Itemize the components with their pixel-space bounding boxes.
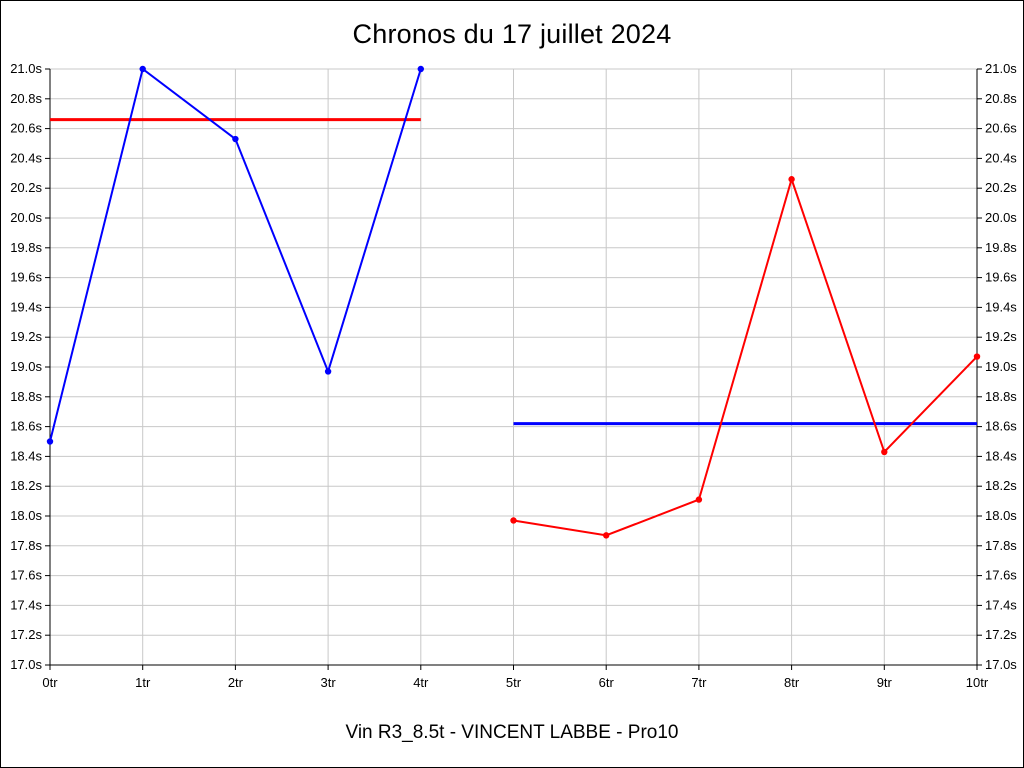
data-point-chronos-rouge <box>881 448 888 456</box>
y-axis-label-right: 17.0s <box>985 657 1017 672</box>
y-axis-label-left: 18.0s <box>10 508 42 523</box>
x-axis-label: 9tr <box>877 675 893 690</box>
x-axis-label: 8tr <box>784 675 800 690</box>
y-axis-label-right: 19.0s <box>985 359 1017 374</box>
x-axis-label: 5tr <box>506 675 522 690</box>
y-axis-label-left: 19.2s <box>10 329 42 344</box>
x-axis-label: 6tr <box>599 675 615 690</box>
data-point-chronos-rouge <box>603 532 610 539</box>
y-axis-label-right: 20.8s <box>985 91 1017 106</box>
y-axis-label-right: 18.8s <box>985 389 1017 404</box>
chart-footer: Vin R3_8.5t - VINCENT LABBE - Pro10 <box>345 722 679 743</box>
y-axis-label-left: 19.0s <box>10 359 42 374</box>
axes <box>45 68 982 670</box>
y-axis-label-right: 18.2s <box>985 478 1017 493</box>
data-point-chronos-bleu <box>324 368 332 375</box>
y-axis-label-left: 19.8s <box>10 240 42 255</box>
data-point-chronos-bleu <box>46 438 54 445</box>
data-point-chronos-rouge <box>973 353 981 360</box>
y-axis-label-right: 17.2s <box>985 627 1017 642</box>
data-point-chronos-rouge <box>695 496 703 503</box>
y-axis-label-left: 20.2s <box>10 180 42 195</box>
y-axis-label-right: 20.4s <box>985 150 1017 165</box>
axis-labels: 21.0s 21.0s 20.8s 20.8s 20.6s 20.6s 20.4s 20.4s… <box>10 61 1017 690</box>
series-line-chronos-rouge <box>513 175 978 537</box>
y-axis-label-right: 19.4s <box>985 299 1017 314</box>
y-axis-label-right: 20.0s <box>985 210 1017 225</box>
x-axis-label: 1tr <box>135 675 151 690</box>
y-axis-label-right: 21.0s <box>985 61 1017 76</box>
chart-title: Chronos du 17 juillet 2024 <box>352 19 672 49</box>
y-axis-label-left: 18.4s <box>10 448 42 463</box>
y-axis-label-left: 17.6s <box>10 568 42 583</box>
y-axis-label-left: 17.8s <box>10 538 42 553</box>
gridlines <box>49 68 978 666</box>
y-axis-label-left: 20.8s <box>10 91 42 106</box>
series <box>46 65 981 539</box>
y-axis-label-right: 19.6s <box>985 270 1017 285</box>
y-axis-label-right: 20.6s <box>985 121 1017 136</box>
y-axis-label-left: 20.4s <box>10 150 42 165</box>
data-point-chronos-bleu <box>139 65 146 73</box>
y-axis-label-left: 19.6s <box>10 270 42 285</box>
data-point-chronos-bleu <box>417 65 424 73</box>
data-point-chronos-rouge <box>788 176 795 183</box>
y-axis-label-left: 20.6s <box>10 121 42 136</box>
y-axis-label-left: 17.0s <box>10 657 42 672</box>
x-axis-label: 3tr <box>321 675 337 690</box>
y-axis-label-right: 19.2s <box>985 329 1017 344</box>
y-axis-label-right: 19.8s <box>985 240 1017 255</box>
y-axis-label-left: 18.2s <box>10 478 42 493</box>
y-axis-label-right: 18.6s <box>985 419 1017 434</box>
reference-lines <box>50 118 977 426</box>
y-axis-label-left: 18.8s <box>10 389 42 404</box>
y-axis-label-left: 18.6s <box>10 419 42 434</box>
y-axis-label-left: 19.4s <box>10 299 42 314</box>
data-point-chronos-bleu <box>232 135 239 143</box>
x-axis-label: 10tr <box>966 675 989 690</box>
x-axis-label: 2tr <box>228 675 244 690</box>
y-axis-label-right: 18.0s <box>985 508 1017 523</box>
y-axis-label-left: 17.4s <box>10 597 42 612</box>
y-axis-label-right: 18.4s <box>985 448 1017 463</box>
y-axis-label-right: 17.4s <box>985 597 1017 612</box>
x-axis-label: 0tr <box>42 675 58 690</box>
y-axis-label-left: 17.2s <box>10 627 42 642</box>
y-axis-label-left: 21.0s <box>10 61 42 76</box>
y-axis-label-right: 20.2s <box>985 180 1017 195</box>
y-axis-label-left: 20.0s <box>10 210 42 225</box>
x-axis-label: 7tr <box>691 675 707 690</box>
y-axis-label-right: 17.8s <box>985 538 1017 553</box>
data-point-chronos-rouge <box>510 517 517 524</box>
y-axis-label-right: 17.6s <box>985 568 1017 583</box>
x-axis-label: 4tr <box>413 675 429 690</box>
